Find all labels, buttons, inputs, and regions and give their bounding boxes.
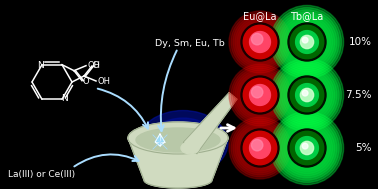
Circle shape (275, 63, 339, 127)
Ellipse shape (138, 111, 228, 176)
Circle shape (279, 14, 335, 70)
Circle shape (249, 138, 270, 158)
Circle shape (279, 67, 335, 123)
Circle shape (302, 143, 308, 149)
Ellipse shape (181, 142, 199, 154)
Circle shape (231, 119, 289, 177)
Circle shape (229, 11, 291, 73)
Circle shape (275, 116, 339, 180)
Circle shape (243, 131, 277, 165)
Circle shape (239, 21, 281, 63)
Text: O: O (83, 77, 89, 86)
Circle shape (288, 129, 326, 167)
Circle shape (231, 13, 289, 71)
Text: 5%: 5% (355, 143, 372, 153)
Circle shape (235, 123, 285, 173)
Text: La(III) or Ce(III): La(III) or Ce(III) (8, 170, 75, 180)
Circle shape (239, 74, 281, 116)
Circle shape (288, 76, 326, 114)
Ellipse shape (136, 128, 220, 152)
Text: N: N (60, 94, 67, 103)
Circle shape (296, 137, 318, 159)
Circle shape (277, 65, 337, 125)
Circle shape (277, 118, 337, 178)
Circle shape (296, 31, 318, 53)
Circle shape (270, 5, 344, 79)
Circle shape (301, 141, 314, 155)
Circle shape (301, 35, 314, 49)
Circle shape (237, 19, 283, 65)
Circle shape (302, 37, 308, 43)
Circle shape (251, 139, 263, 151)
Text: Tb@La: Tb@La (290, 11, 324, 21)
Circle shape (237, 125, 283, 171)
Text: N: N (37, 61, 43, 70)
Circle shape (249, 84, 270, 105)
Circle shape (288, 23, 326, 61)
Ellipse shape (155, 123, 211, 163)
Circle shape (233, 121, 287, 175)
Circle shape (290, 131, 324, 165)
Polygon shape (155, 134, 165, 146)
Circle shape (279, 120, 335, 176)
Text: OH: OH (87, 61, 101, 70)
Text: OH: OH (98, 77, 110, 85)
Circle shape (281, 122, 333, 174)
Circle shape (243, 78, 277, 112)
Circle shape (249, 32, 270, 53)
Text: Dy, Sm, Eu, Tb: Dy, Sm, Eu, Tb (155, 40, 225, 49)
Circle shape (235, 17, 285, 67)
Text: Eu@La: Eu@La (243, 11, 277, 21)
Circle shape (241, 23, 279, 61)
Ellipse shape (148, 118, 218, 168)
Circle shape (233, 68, 287, 122)
Circle shape (284, 19, 330, 65)
Polygon shape (128, 138, 228, 188)
Circle shape (273, 8, 341, 76)
Circle shape (239, 127, 281, 169)
Circle shape (233, 15, 287, 69)
Circle shape (273, 114, 341, 182)
Circle shape (275, 10, 339, 74)
Circle shape (296, 84, 318, 106)
Circle shape (231, 66, 289, 124)
Circle shape (251, 86, 263, 98)
Circle shape (301, 88, 314, 102)
Circle shape (270, 111, 344, 185)
Circle shape (237, 72, 283, 118)
Ellipse shape (128, 122, 228, 154)
Circle shape (243, 25, 277, 59)
Circle shape (273, 61, 341, 129)
Circle shape (229, 64, 291, 126)
Circle shape (277, 12, 337, 72)
Circle shape (281, 16, 333, 68)
Circle shape (290, 25, 324, 59)
Text: O: O (93, 61, 99, 70)
Circle shape (302, 90, 308, 96)
Circle shape (290, 78, 324, 112)
Circle shape (284, 72, 330, 118)
Circle shape (281, 69, 333, 121)
Circle shape (229, 117, 291, 179)
Circle shape (241, 129, 279, 167)
Circle shape (241, 76, 279, 114)
Text: 7.5%: 7.5% (345, 90, 372, 100)
Circle shape (235, 70, 285, 120)
Circle shape (251, 33, 263, 45)
Circle shape (270, 58, 344, 132)
Circle shape (284, 125, 330, 171)
Text: 10%: 10% (349, 37, 372, 47)
Polygon shape (183, 93, 237, 154)
